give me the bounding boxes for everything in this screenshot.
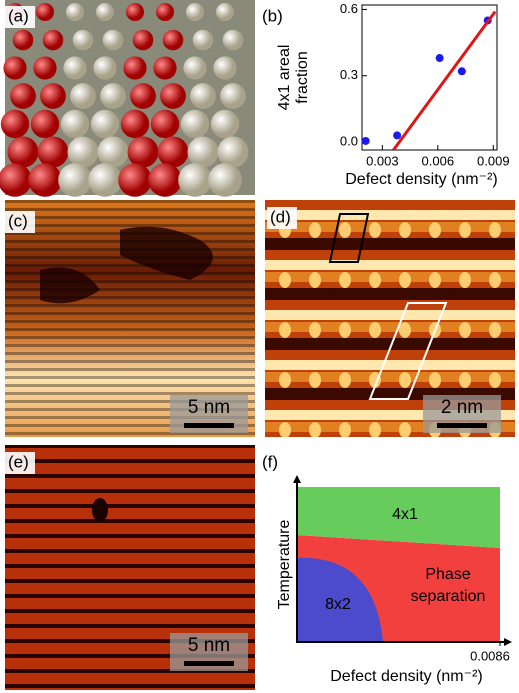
atom <box>63 56 86 79</box>
atom <box>130 83 156 109</box>
atom <box>31 110 59 138</box>
panel-label: (d) <box>270 207 291 226</box>
atom <box>216 3 234 21</box>
atom <box>188 137 219 168</box>
scale-bar <box>437 423 487 428</box>
atom <box>223 30 244 51</box>
scale-bar-label: 5 nm <box>188 397 230 418</box>
atom <box>153 56 176 79</box>
atom <box>181 110 209 138</box>
scale-bar <box>184 423 234 428</box>
x-tick-label: 0.003 <box>366 153 399 168</box>
atom <box>133 30 154 51</box>
y-axis-label: Temperature <box>276 519 293 609</box>
scale-bar-label: 5 nm <box>188 635 230 656</box>
atom <box>208 163 242 197</box>
page: {"panel_labels": ["(a)", "(b)", "(c)", "… <box>0 0 519 693</box>
atom <box>220 83 246 109</box>
panel-label: (e) <box>8 452 29 471</box>
atom <box>93 56 116 79</box>
atom <box>128 137 159 168</box>
data-point <box>458 67 466 75</box>
atom <box>38 137 69 168</box>
atom <box>98 137 129 168</box>
atom <box>70 83 96 109</box>
atom <box>100 83 126 109</box>
atom <box>160 83 186 109</box>
atom <box>66 3 84 21</box>
atom <box>178 163 212 197</box>
panel-label: (f) <box>262 452 278 471</box>
atom <box>193 30 214 51</box>
x-tick-label: 0.009 <box>477 153 510 168</box>
atom <box>73 30 94 51</box>
atom <box>158 137 189 168</box>
y-axis-label: 4x1 areal <box>276 45 293 111</box>
atom <box>43 30 64 51</box>
scale-bar <box>184 661 234 666</box>
y-tick-label: 0.0 <box>340 133 358 148</box>
x-tick-label: 0.0086 <box>470 648 510 663</box>
atom <box>36 3 54 21</box>
atom <box>3 56 26 79</box>
y-tick-label: 0.6 <box>340 1 358 16</box>
atom <box>156 3 174 21</box>
atom <box>58 163 92 197</box>
panel-label: (a) <box>8 6 29 25</box>
x-tick-label: 0.006 <box>422 153 455 168</box>
scale-bar-label: 2 nm <box>441 397 483 418</box>
atom <box>218 137 249 168</box>
atom <box>213 56 236 79</box>
atom <box>13 30 34 51</box>
plot-frame <box>362 5 497 150</box>
atom <box>211 110 239 138</box>
atom <box>163 30 184 51</box>
atom <box>28 163 62 197</box>
atom <box>123 56 146 79</box>
atom <box>186 3 204 21</box>
fit-line <box>393 12 495 150</box>
atom <box>68 137 99 168</box>
y-tick-label: 0.3 <box>340 67 358 82</box>
atom <box>8 137 39 168</box>
atom <box>126 3 144 21</box>
atom <box>88 163 122 197</box>
atom <box>190 83 216 109</box>
data-point <box>362 137 370 145</box>
structure-image <box>0 0 255 197</box>
atom <box>183 56 206 79</box>
x-axis-label: Defect density (nm⁻²) <box>345 171 497 188</box>
atom <box>1 110 29 138</box>
data-point <box>436 54 444 62</box>
region-label: Phase <box>425 566 470 583</box>
atom <box>33 56 56 79</box>
panel-label: (b) <box>262 6 283 25</box>
region-label: 8x2 <box>325 596 351 613</box>
x-axis-label: Defect density (nm⁻²) <box>330 668 482 685</box>
chart-f: Phase separation 4x1 8x2 0.0086 Temperature De… <box>276 475 512 685</box>
atom <box>40 83 66 109</box>
region-label: separation <box>411 588 486 605</box>
atom <box>10 83 36 109</box>
atom <box>91 110 119 138</box>
region-label: 4x1 <box>392 506 418 523</box>
panel-label: (c) <box>8 211 28 230</box>
figure: 0.0 0.3 0.6 0.003 0.006 0.009 4x1 arealfractio… <box>0 0 519 693</box>
atom <box>121 110 149 138</box>
atom <box>61 110 89 138</box>
atom <box>148 163 182 197</box>
y-axis-label: fraction <box>294 51 311 103</box>
atom <box>118 163 152 197</box>
data-point <box>393 131 401 139</box>
atom <box>96 3 114 21</box>
atom <box>103 30 124 51</box>
atom <box>151 110 179 138</box>
